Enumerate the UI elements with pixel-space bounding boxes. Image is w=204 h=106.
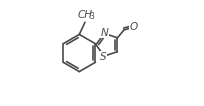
Text: CH: CH [78,10,93,20]
Text: S: S [100,52,107,62]
Text: 3: 3 [89,12,94,21]
Text: N: N [100,28,108,38]
Text: O: O [130,22,138,32]
